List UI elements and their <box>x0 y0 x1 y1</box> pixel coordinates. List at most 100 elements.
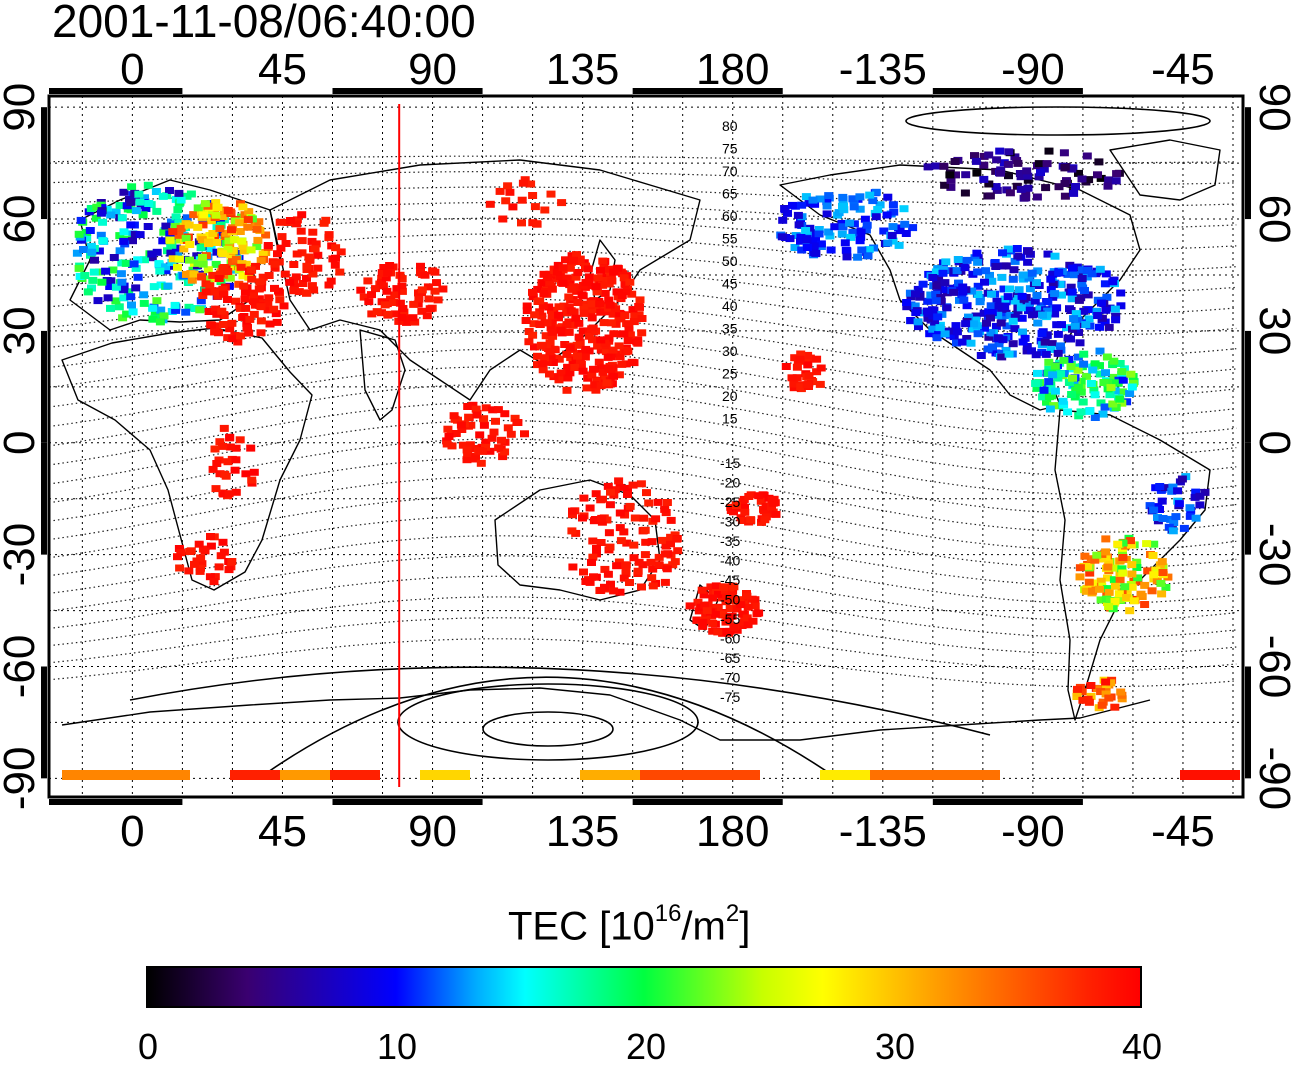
tec-cell <box>1117 368 1127 376</box>
tec-cell <box>256 303 266 311</box>
tec-cell <box>289 283 299 291</box>
tec-cell <box>256 329 266 337</box>
tec-cell <box>101 267 111 275</box>
tec-cell <box>958 338 968 346</box>
tec-cell <box>1071 183 1080 190</box>
tec-cell <box>1023 184 1033 192</box>
tec-cell <box>1010 313 1020 321</box>
tec-cell <box>1013 159 1023 167</box>
tec-cell <box>241 304 251 312</box>
tec-cell <box>1060 180 1070 187</box>
tec-cell <box>592 288 602 296</box>
tec-cell <box>589 573 598 581</box>
tec-cell <box>1073 353 1083 361</box>
tec-cell <box>1126 537 1135 545</box>
tec-cell <box>900 220 910 228</box>
tec-cell <box>111 297 121 305</box>
tec-cell <box>228 247 238 255</box>
frame-bands <box>41 88 1251 805</box>
tec-cell <box>239 282 249 290</box>
tec-cell <box>617 292 627 300</box>
tec-cell <box>1129 597 1139 605</box>
tec-cell <box>1019 275 1028 283</box>
tec-cell <box>494 444 504 452</box>
magnetic-contour <box>48 638 1237 688</box>
tec-cell <box>545 370 554 378</box>
tec-cell <box>128 237 137 245</box>
tec-cell <box>1127 570 1137 578</box>
tec-cell <box>524 338 534 346</box>
tec-cell <box>986 314 995 322</box>
tec-cell <box>1127 583 1137 591</box>
colorbar-tick-40: 40 <box>1121 1026 1163 1067</box>
tec-cell <box>1024 307 1033 315</box>
tec-cell <box>547 317 557 325</box>
tec-cell <box>272 318 282 326</box>
tec-cell <box>86 205 96 212</box>
tec-cell <box>754 609 764 617</box>
tec-cell <box>778 216 788 224</box>
tec-cell <box>217 307 227 315</box>
tec-cell <box>417 286 427 294</box>
tec-cell <box>614 350 624 358</box>
tec-cell <box>980 324 990 332</box>
tec-cell <box>231 488 241 496</box>
tec-cell <box>1086 380 1096 387</box>
tec-cell <box>450 415 460 423</box>
tec-cell <box>1095 585 1104 593</box>
tec-cell <box>147 250 157 258</box>
contour-label: -55 <box>720 611 740 627</box>
tec-cell <box>841 246 851 254</box>
tec-cell <box>149 283 159 291</box>
tec-cell <box>227 319 237 327</box>
tec-cell <box>224 490 234 498</box>
tec-cell <box>941 258 951 266</box>
tec-cell <box>487 434 497 442</box>
greenland-coastline <box>1109 139 1221 201</box>
tec-cell <box>447 442 457 450</box>
tec-cell <box>931 162 941 170</box>
tec-cell <box>131 284 141 292</box>
tec-cell <box>221 472 231 480</box>
tec-cell <box>987 290 996 298</box>
tec-cell <box>505 188 515 196</box>
tec-cell <box>1096 596 1106 604</box>
tec-cell <box>212 460 222 467</box>
tec-cell <box>1012 245 1022 252</box>
tec-cell <box>1082 267 1092 274</box>
tec-cell <box>604 296 614 304</box>
tec-cell <box>85 227 95 234</box>
tec-cell <box>500 448 510 456</box>
tec-cell <box>190 560 199 568</box>
tec-cell <box>204 240 214 248</box>
tec-cell <box>195 567 205 575</box>
tec-cell <box>781 363 791 370</box>
tec-cell <box>181 234 191 242</box>
tec-cell <box>1090 360 1100 368</box>
tec-cell <box>1084 176 1094 184</box>
tec-cell <box>945 331 955 339</box>
tec-cell <box>249 468 259 476</box>
tec-cell <box>1155 483 1165 490</box>
tec-cell <box>1022 167 1032 175</box>
tec-cell <box>718 610 727 618</box>
tec-cell <box>106 304 115 312</box>
tec-cell <box>236 263 246 271</box>
tec-cell <box>74 230 84 238</box>
tec-cell <box>574 285 583 293</box>
tec-cell <box>196 297 206 305</box>
tec-cell <box>1042 397 1051 405</box>
tec-cell <box>208 271 218 279</box>
tec-cell <box>108 266 118 274</box>
tec-band <box>820 770 885 780</box>
tec-cell <box>425 305 435 313</box>
tec-cell <box>984 180 994 188</box>
tec-cell <box>133 256 143 264</box>
tec-cell <box>238 242 248 250</box>
lat-label-left: 60 <box>0 195 44 244</box>
frame-band <box>1245 442 1251 555</box>
tec-cell <box>258 273 268 281</box>
tec-cell <box>578 367 588 375</box>
tec-cell <box>1067 288 1077 296</box>
tec-cell <box>579 304 589 311</box>
